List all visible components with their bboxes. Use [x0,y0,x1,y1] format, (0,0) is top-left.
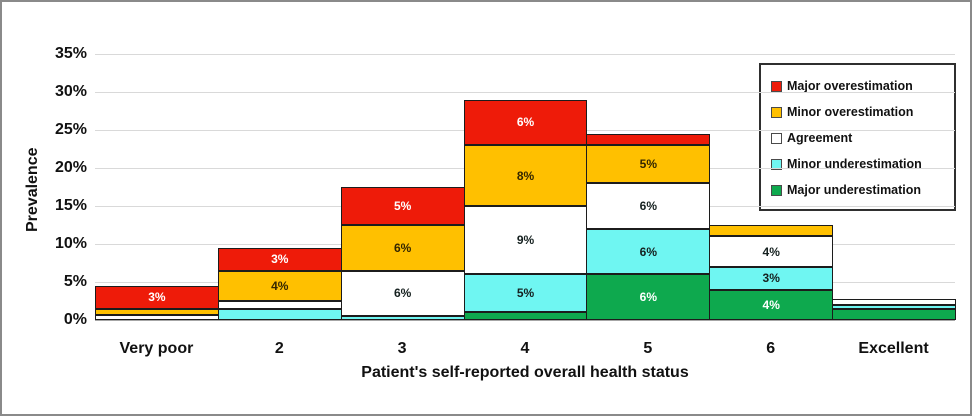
legend-item: Major underestimation [771,177,944,203]
legend-swatch-icon [771,184,782,196]
legend: Major overestimation Minor overestimation… [759,63,956,211]
bar-segment [95,315,219,320]
legend-label: Agreement [787,131,853,145]
y-tick-label: 5% [63,273,87,290]
bar-segment [586,133,711,146]
bar-segment-label: 5% [639,157,658,172]
legend-swatch-icon [771,106,782,118]
x-tick-label: 4 [520,340,530,357]
legend-swatch-icon [771,80,782,92]
bar-segment-label: 5% [393,199,412,213]
legend-label: Major underestimation [787,183,922,197]
bar-segment: 6% [586,274,711,320]
bar-segment: 9% [463,206,588,275]
x-tick-label: Very poor [119,340,194,357]
bar-segment: 4% [217,270,342,301]
legend-swatch-icon [771,158,782,170]
bar-segment-label: 5% [516,286,535,301]
bar-segment [832,304,956,310]
gridline [95,92,955,93]
x-tick-label: 6 [766,340,776,357]
bar-segment-label: 6% [639,290,658,305]
x-axis-line [95,320,955,321]
legend-swatch-icon [771,132,782,144]
bar-segment [340,316,465,320]
bar-segment-label: 3% [271,252,289,267]
bar-segment [463,312,588,320]
bar-segment-label: 6% [516,115,535,130]
legend-label: Minor underestimation [787,157,922,171]
bar-segment-label: 4% [762,244,780,259]
bar-segment: 6% [463,99,588,146]
legend-item: Major overestimation [771,73,944,99]
y-tick-label: 0% [63,311,87,328]
bar-segment: 6% [586,228,711,275]
y-tick-label: 25% [54,121,87,138]
bar-segment [217,301,342,309]
bar-segment: 5% [340,187,465,225]
bar-segment-label: 4% [271,278,289,293]
y-tick-label: 35% [54,45,87,62]
legend-label: Minor overestimation [787,105,914,119]
bar-segment [709,225,834,237]
bar-segment: 3% [95,285,219,309]
bar-segment [832,309,956,320]
bar-segment [95,308,219,316]
bar-segment-label: 3% [762,271,780,286]
bar-segment: 3% [709,266,834,290]
bar-segment-label: 3% [148,290,166,305]
gridline [95,54,955,55]
bar-segment [832,298,956,305]
x-tick-label: 5 [643,340,653,357]
legend-item: Agreement [771,125,944,151]
bar-segment-label: 6% [393,240,412,255]
y-tick-label: 10% [54,235,87,252]
bar-segment-label: 4% [762,297,780,312]
y-tick-label: 30% [54,83,87,100]
bar-segment: 6% [340,225,465,271]
bar-segment: 5% [586,145,711,184]
bar-segment-label: 6% [639,198,658,213]
legend-item: Minor underestimation [771,151,944,177]
y-tick-label: 15% [54,197,87,214]
y-tick-label: 20% [54,159,87,176]
bar-segment: 5% [463,274,588,313]
bar-segment: 6% [586,183,711,229]
bar-segment-label: 6% [393,286,412,301]
legend-item: Minor overestimation [771,99,944,125]
bar-segment-label: 9% [516,233,535,248]
bar-segment: 3% [217,247,342,271]
x-tick-label: 3 [397,340,407,357]
bar-segment: 6% [340,270,465,317]
bar-segment: 4% [709,289,834,320]
x-tick-label: Excellent [858,340,929,357]
bar-segment-label: 6% [639,244,658,259]
bar-segment-label: 8% [516,168,535,183]
legend-label: Major overestimation [787,79,913,93]
bar-segment [217,308,342,320]
x-axis-title: Patient's self-reported overall health s… [361,364,689,381]
x-tick-label: 2 [274,340,284,357]
bar-segment: 8% [463,145,588,206]
bar-segment: 4% [709,236,834,267]
